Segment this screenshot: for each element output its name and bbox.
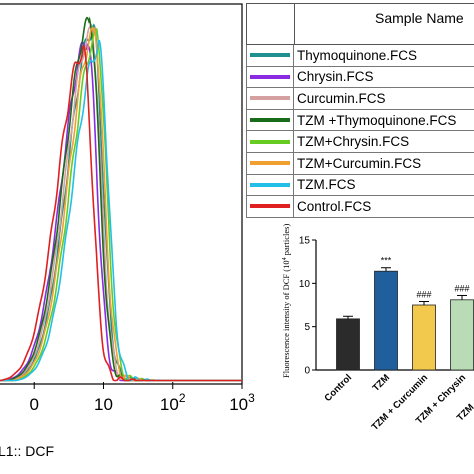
- histogram-x-tick-label: 102: [160, 391, 186, 414]
- legend-table: Sample Name Thymoquinone.FCS Chrysin.FCS C…: [246, 3, 474, 218]
- histogram-x-ticks: 0 10 102 103: [29, 382, 255, 414]
- bar-category-label: TZM: [371, 372, 393, 394]
- bar-y-tick-label: 5: [304, 322, 310, 333]
- legend-swatch-cell: [247, 152, 294, 174]
- legend-label: Curcumin.FCS: [297, 90, 386, 106]
- legend-label: TZM+Curcumin.FCS: [297, 155, 422, 171]
- legend-swatch: [250, 161, 290, 166]
- legend-row: Chrysin.FCS: [246, 66, 474, 89]
- legend-label: Control.FCS: [297, 198, 372, 214]
- legend-label: Thymoquinone.FCS: [297, 47, 418, 63]
- legend-row: TZM +Thymoquinone.FCS: [246, 109, 474, 132]
- legend-swatch: [250, 118, 290, 123]
- histogram-x-label: L1:: DCF: [0, 443, 54, 459]
- significance-label: ###: [454, 283, 469, 293]
- histogram-curve-7: [0, 39, 242, 382]
- legend-row: TZM.FCS: [246, 174, 474, 197]
- legend-swatch: [250, 74, 290, 79]
- legend-swatch-cell: [247, 196, 294, 217]
- legend-swatch-cell: [247, 131, 294, 152]
- legend-row: Thymoquinone.FCS: [246, 45, 474, 67]
- bar: [450, 299, 474, 371]
- legend-row: TZM+Chrysin.FCS: [246, 131, 474, 153]
- bar: [374, 270, 398, 371]
- legend-header-swatch-cell: [247, 4, 295, 44]
- legend-swatch-cell: [247, 88, 294, 109]
- legend-title: Sample Name: [375, 10, 464, 26]
- bar-y-tick-label: 0: [304, 366, 310, 377]
- legend-swatch-cell: [247, 66, 294, 88]
- bar-y-tick-label: 10: [299, 279, 311, 290]
- legend-swatch: [250, 96, 290, 101]
- legend-swatch-cell: [247, 174, 294, 196]
- legend-swatch: [250, 53, 290, 58]
- bar: [336, 318, 360, 371]
- bar-y-tick-label: 15: [299, 236, 311, 247]
- bar-category-label: Control: [322, 372, 354, 404]
- histogram-curve-6: [0, 26, 242, 382]
- legend-row: Curcumin.FCS: [246, 88, 474, 110]
- legend-swatch-cell: [247, 109, 294, 131]
- legend-swatch-cell: [247, 45, 294, 66]
- histogram-curve-5: [0, 28, 242, 382]
- histogram-x-tick-label: 103: [229, 391, 255, 414]
- histogram-curve-3: [0, 24, 242, 382]
- histogram-panel: 0 10 102 103 L1:: DCF: [0, 3, 255, 459]
- significance-label: ***: [381, 256, 392, 266]
- legend-row: TZM+Curcumin.FCS: [246, 152, 474, 175]
- legend-label: Chrysin.FCS: [297, 69, 374, 85]
- histogram-x-tick-label: 0: [29, 395, 38, 414]
- legend-rows: Thymoquinone.FCS Chrysin.FCS Curcumin.FCS T…: [246, 45, 474, 218]
- bar-y-label: Fluorescence intensity of DCF (104 parti…: [281, 224, 291, 378]
- histogram-x-tick-label: 10: [94, 395, 113, 414]
- histogram-curve-8: [0, 45, 242, 382]
- histogram-curves: [0, 16, 242, 382]
- legend-swatch: [250, 182, 290, 187]
- bars: Control***TZM###TZM + Curcumin###TZM + C…: [322, 256, 474, 433]
- legend-label: TZM +Thymoquinone.FCS: [297, 112, 457, 128]
- histogram-curve-2: [0, 41, 242, 382]
- legend-header: Sample Name: [246, 3, 474, 45]
- legend-swatch: [250, 204, 290, 209]
- histogram-curve-1: [0, 23, 242, 382]
- significance-label: ###: [416, 290, 431, 300]
- legend-row: Control.FCS: [246, 196, 474, 218]
- bar: [412, 304, 436, 371]
- legend-swatch: [250, 139, 290, 144]
- legend-label: TZM.FCS: [297, 177, 356, 193]
- legend-label: TZM+Chrysin.FCS: [297, 134, 410, 150]
- histogram-frame: [0, 3, 243, 385]
